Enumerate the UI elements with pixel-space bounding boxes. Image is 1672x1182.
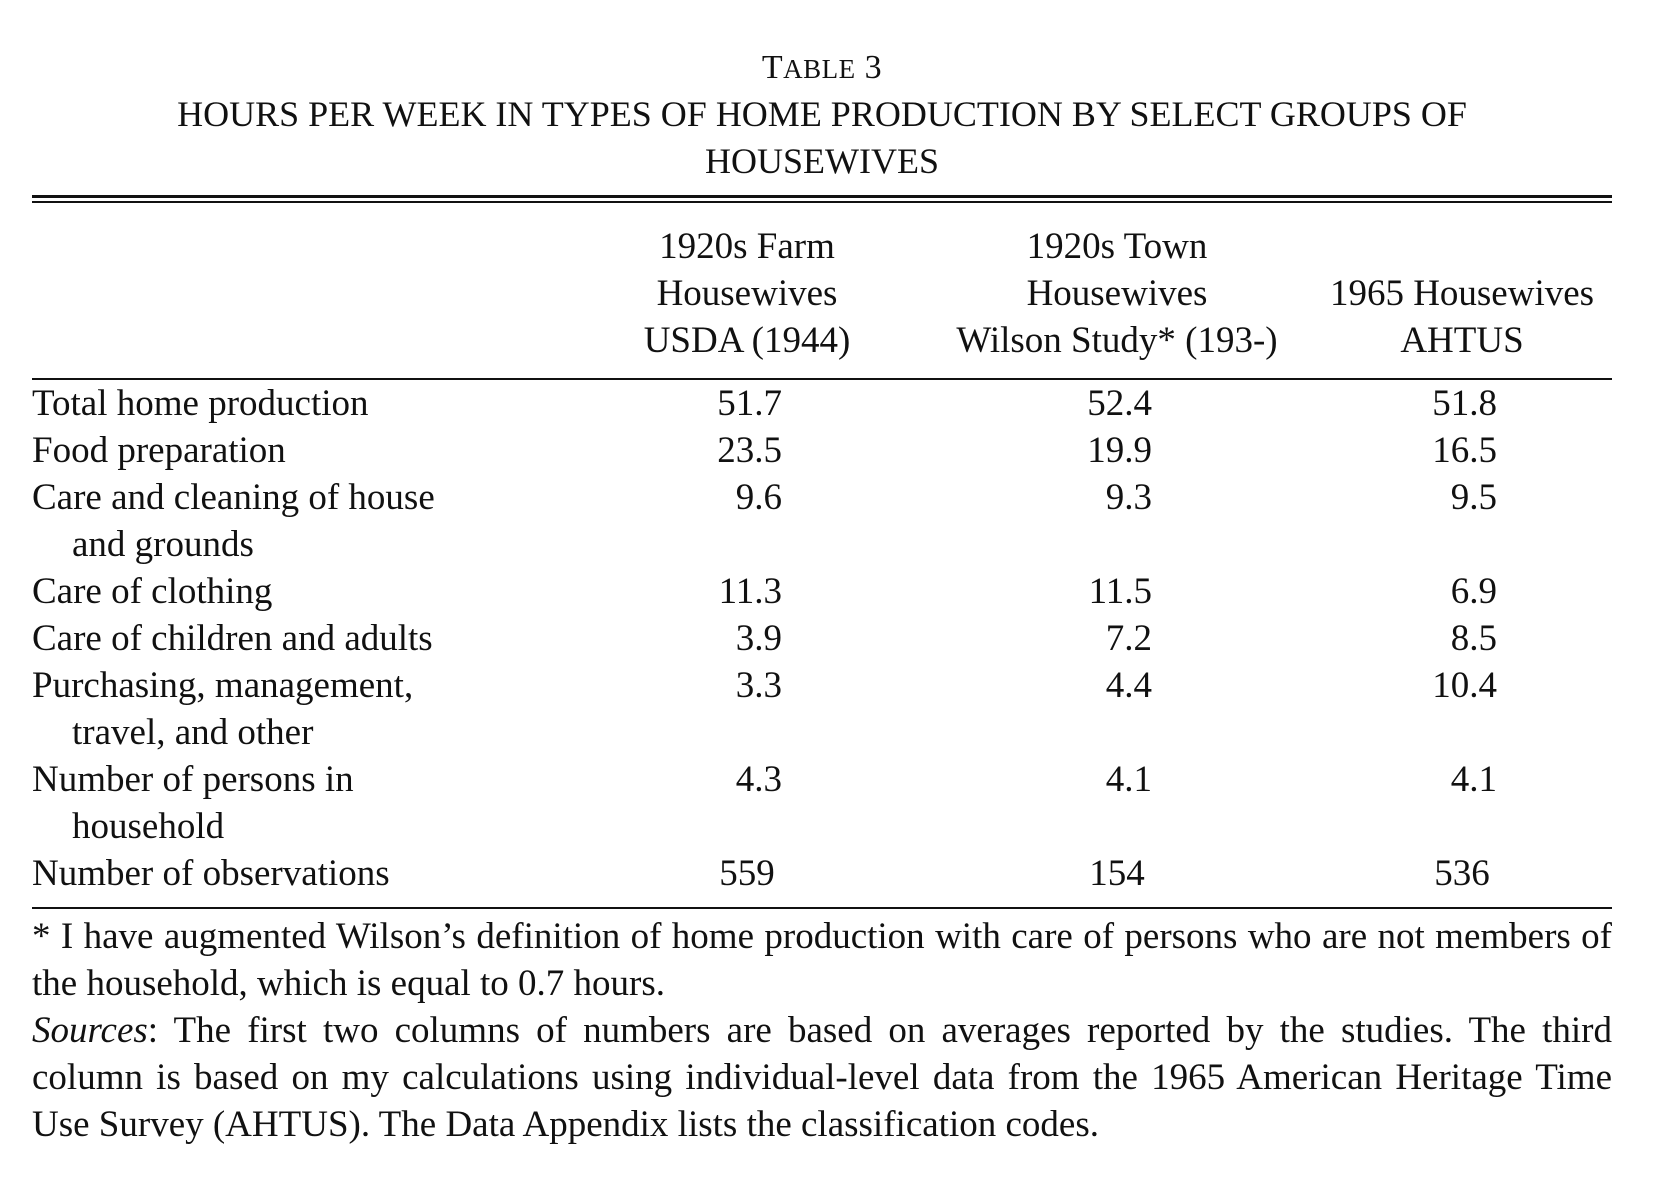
- row-label: Number of persons in household: [32, 759, 354, 847]
- row-label: Care of children and adults: [32, 618, 433, 659]
- table-cell: 4.1: [1105, 759, 1152, 800]
- column-header-line: 1965 Housewives: [1329, 273, 1595, 314]
- table-cell: 10.4: [1432, 665, 1497, 706]
- table-row: Care of clothing 11.3 11.5 6.9: [32, 568, 1612, 615]
- table-cell: 3.3: [735, 665, 782, 706]
- row-label: Care and cleaning of house and grounds: [32, 477, 435, 565]
- row-label: Total home production: [32, 383, 369, 424]
- table-row: Care of children and adults 3.9 7.2 8.5: [32, 615, 1612, 662]
- column-header-line: AHTUS: [1400, 320, 1524, 361]
- sources-text: : The first two columns of numbers are b…: [32, 1010, 1612, 1145]
- table-cell: 154: [1089, 853, 1145, 894]
- header-row: 1920s Farm Housewives USDA (1944) 1920s …: [32, 203, 1612, 378]
- table-row: Number of persons in household 4.3 4.1 4.…: [32, 756, 1612, 850]
- table-row: Food preparation 23.5 19.9 16.5: [32, 427, 1612, 474]
- table-number: 3: [864, 49, 883, 86]
- table-cell: 8.5: [1450, 618, 1497, 659]
- table-cell: 9.3: [1105, 477, 1152, 518]
- table-cell: 3.9: [735, 618, 782, 659]
- table-cell: 7.2: [1105, 618, 1152, 659]
- row-label: Care of clothing: [32, 571, 273, 612]
- table-cell: 4.3: [735, 759, 782, 800]
- column-header: 1965 Housewives AHTUS: [1312, 203, 1612, 378]
- sources-note: Sources: The first two columns of number…: [32, 1007, 1612, 1148]
- column-header-line: 1920s Farm: [659, 226, 835, 267]
- table-body: Total home production 51.7 52.4 51.8 Foo…: [32, 380, 1612, 907]
- column-header-line: 1920s Town: [1026, 226, 1208, 267]
- table-row: Total home production 51.7 52.4 51.8: [32, 380, 1612, 427]
- column-header-line: Housewives: [656, 273, 838, 314]
- column-header-line: USDA (1944): [643, 320, 851, 361]
- table-cell: 19.9: [1087, 430, 1152, 471]
- table-notes: * I have augmented Wilson’s definition o…: [32, 909, 1612, 1148]
- table-cell: 6.9: [1450, 571, 1497, 612]
- table-cell: 23.5: [717, 430, 782, 471]
- table-label-first: T: [761, 49, 784, 86]
- row-label: Food preparation: [32, 430, 286, 471]
- table-cell: 4.1: [1450, 759, 1497, 800]
- table-cell: 51.8: [1432, 383, 1497, 424]
- bottom-rule: [32, 907, 1612, 909]
- table-cell: 52.4: [1087, 383, 1152, 424]
- column-header-line: Housewives: [1026, 273, 1208, 314]
- table-title: HOURS PER WEEK IN TYPES OF HOME PRODUCTI…: [177, 94, 1467, 181]
- table-cell: 536: [1434, 853, 1490, 894]
- column-header: 1920s Town Housewives Wilson Study* (193…: [922, 203, 1312, 378]
- table-cell: 51.7: [717, 383, 782, 424]
- table-label: TABLE 3: [32, 48, 1612, 89]
- column-header-line: Wilson Study* (193-): [956, 320, 1278, 361]
- table-cell: 9.6: [735, 477, 782, 518]
- table-label-rest: ABLE: [783, 54, 856, 84]
- data-table: 1920s Farm Housewives USDA (1944) 1920s …: [32, 203, 1612, 907]
- table-cell: 16.5: [1432, 430, 1497, 471]
- footnote: * I have augmented Wilson’s definition o…: [32, 916, 1612, 1004]
- column-header: 1920s Farm Housewives USDA (1944): [572, 203, 922, 378]
- row-label: Number of observations: [32, 853, 390, 894]
- table-row: Number of observations 559 154 536: [32, 850, 1612, 907]
- table-cell: 559: [719, 853, 775, 894]
- table-cell: 4.4: [1105, 665, 1152, 706]
- row-label: Purchasing, management, travel, and other: [32, 665, 414, 753]
- table-cell: 11.5: [1088, 571, 1152, 612]
- table-figure: TABLE 3 HOURS PER WEEK IN TYPES OF HOME …: [32, 48, 1612, 1148]
- table-cell: 9.5: [1450, 477, 1497, 518]
- top-rule: [32, 195, 1612, 203]
- table-row: Care and cleaning of house and grounds 9.…: [32, 474, 1612, 568]
- sources-label: Sources: [32, 1010, 148, 1051]
- table-row: Purchasing, management, travel, and other…: [32, 662, 1612, 756]
- table-cell: 11.3: [718, 571, 782, 612]
- header-label-column: [32, 203, 572, 378]
- header-rule: [32, 378, 1612, 380]
